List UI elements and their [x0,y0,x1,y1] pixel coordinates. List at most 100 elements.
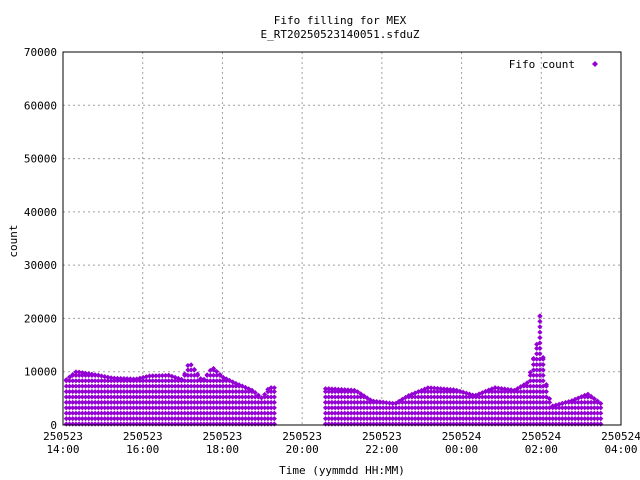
data-point [207,383,213,389]
data-point [214,410,220,416]
data-point [358,416,364,422]
data-point [438,399,444,405]
data-point [479,390,485,396]
data-point [466,410,473,416]
data-point [111,394,117,400]
x-tick-date: 250524 [521,430,561,443]
x-tick-date: 250524 [442,430,482,443]
data-point [498,405,505,411]
data-point [578,410,585,416]
data-point [431,385,437,391]
data-point [486,410,492,416]
data-point [156,410,162,416]
data-point [514,394,521,400]
data-point [566,410,572,416]
data-point [502,386,508,392]
data-point [118,375,124,382]
data-point [540,399,546,405]
x-axis-label: Time (yymmdd HH:MM) [279,464,405,477]
data-point [108,375,114,381]
data-point [162,410,169,416]
data-point [550,416,556,422]
data-point [262,416,268,422]
data-point [338,394,345,400]
data-point [598,416,604,422]
data-point [217,416,223,422]
data-point [534,367,540,373]
data-point [377,416,383,422]
data-point [95,399,101,405]
data-point [505,386,511,393]
data-point [86,394,92,400]
data-point [159,394,165,400]
data-point [242,394,249,400]
data-point [524,416,530,422]
data-point [95,410,101,416]
data-point [220,389,226,395]
data-point [354,416,361,422]
data-point [95,372,101,378]
data-point [345,410,351,416]
data-point [146,378,153,384]
data-point [217,378,223,384]
data-point [508,416,514,422]
data-point [447,405,453,411]
data-point [342,410,348,416]
data-point [540,354,546,361]
data-point [530,410,537,416]
data-point [502,394,508,400]
x-tick-time: 00:00 [445,443,478,456]
data-point [351,410,357,416]
data-point [582,416,588,422]
y-tick-label: 60000 [24,99,57,112]
data-point [172,410,178,416]
data-point [175,399,181,405]
data-point [175,394,181,400]
data-point [492,405,498,411]
data-point [402,416,409,422]
data-point [425,385,431,391]
data-point [178,389,185,395]
data-point [265,405,271,411]
data-point [543,382,549,388]
data-point [191,378,197,384]
data-point [470,399,476,405]
data-point [121,376,127,382]
data-point [425,394,431,400]
data-point [527,369,533,375]
data-point [498,394,505,400]
data-point [143,394,149,400]
data-point [460,416,466,422]
data-point [463,399,469,405]
data-point [537,367,543,373]
data-point [262,399,268,405]
data-point [479,405,485,411]
data-point [358,399,364,405]
data-point [242,416,249,422]
data-point [89,399,95,405]
data-point [326,399,332,405]
data-point [166,378,172,384]
data-point [534,410,540,416]
data-point [76,399,82,405]
data-point [559,405,565,411]
data-point [486,399,492,405]
data-point [578,416,585,422]
data-point [511,394,517,400]
data-point [98,416,105,422]
data-point [412,399,418,405]
data-point [207,389,213,395]
data-point [578,405,585,411]
data-point [92,372,98,378]
data-point [418,394,425,400]
data-point [511,399,517,405]
data-point [226,377,233,384]
data-point [137,405,143,411]
data-point [428,399,434,405]
data-point [105,410,111,416]
data-point [63,416,69,422]
data-point [204,405,210,411]
data-point [150,405,156,411]
data-point [271,416,277,422]
data-point [473,399,479,405]
